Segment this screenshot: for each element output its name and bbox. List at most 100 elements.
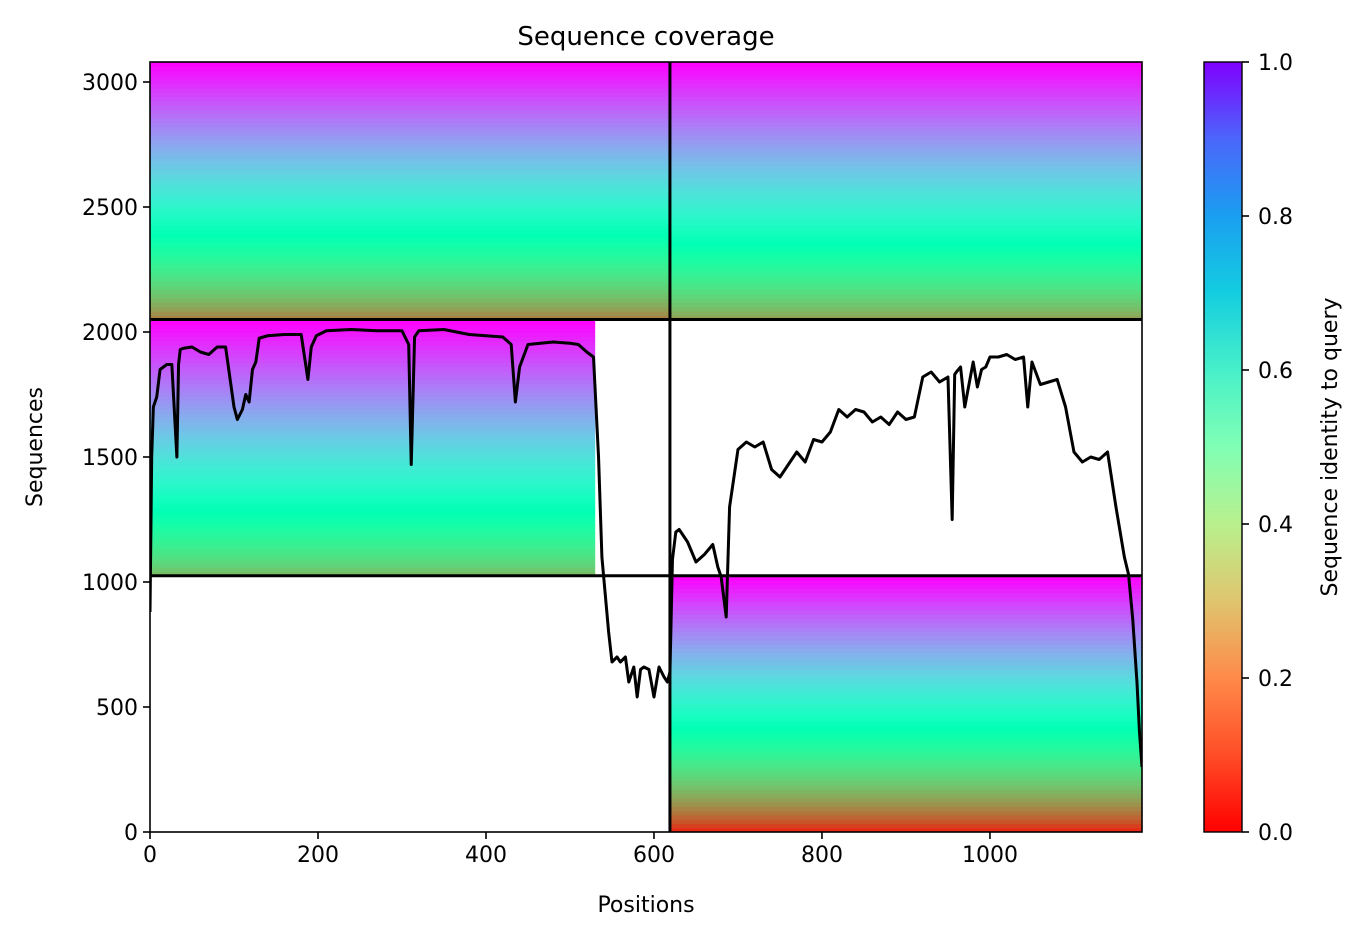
heatmap-band [669, 259, 1142, 265]
heatmap-band [150, 494, 596, 500]
heatmap-band [669, 289, 1142, 295]
heatmap-band [150, 293, 670, 299]
heatmap-band [150, 370, 596, 376]
x-axis-label: Positions [597, 893, 694, 918]
heatmap-band [150, 250, 670, 256]
heatmap-band [150, 567, 596, 573]
heatmap-band [669, 755, 1142, 760]
heatmap-band [669, 682, 1142, 688]
plot-frame [149, 61, 1143, 833]
heatmap-band [669, 83, 1142, 89]
heatmap-band [150, 430, 596, 436]
y-tick-label: 1000 [82, 571, 138, 596]
heatmap-band [150, 199, 670, 205]
heatmap-band [150, 562, 596, 568]
heatmap-band [150, 79, 670, 85]
heatmap-band [150, 190, 670, 196]
heatmap-band [150, 481, 596, 487]
heatmap-band [150, 375, 596, 380]
heatmap-band [669, 92, 1142, 97]
heatmap-band [669, 207, 1142, 213]
heatmap-band [669, 165, 1142, 170]
coverage-line [150, 328, 1142, 768]
heatmap-band [150, 130, 670, 136]
heatmap-band [669, 665, 1142, 671]
heatmap-band [150, 139, 670, 145]
heatmap-band [150, 541, 596, 547]
heatmap-band [669, 122, 1142, 127]
colorbar-tick-label: 0.8 [1258, 205, 1293, 230]
heatmap-band [669, 605, 1142, 611]
heatmap-band [150, 134, 670, 140]
heatmap-band [150, 195, 670, 200]
heatmap-band [150, 83, 670, 89]
heatmap-band [150, 366, 596, 372]
y-tick-label: 1500 [82, 446, 138, 471]
heatmap-band [150, 259, 670, 265]
heatmap-band [150, 545, 596, 551]
heatmap-band [150, 173, 670, 179]
heatmap-band [669, 190, 1142, 196]
heatmap-band [150, 357, 596, 363]
heatmap-band [150, 289, 670, 295]
x-tick-label: 600 [633, 843, 675, 868]
heatmap-band [669, 733, 1142, 739]
heatmap-band [669, 609, 1142, 615]
heatmap-band [150, 353, 596, 359]
heatmap-band [669, 588, 1142, 594]
block-dividers [150, 62, 1142, 832]
heatmap-band [150, 62, 670, 67]
heatmap-band [150, 477, 596, 483]
heatmap-band [669, 708, 1142, 714]
heatmap-band [669, 785, 1142, 790]
heatmap-band [669, 182, 1142, 188]
heatmap-band [669, 62, 1142, 67]
heatmap-band [150, 268, 670, 273]
colorbar-tick-label: 0.2 [1258, 667, 1293, 692]
heatmap-band [150, 233, 670, 239]
heatmap-band [150, 272, 670, 278]
heatmap-band [150, 285, 670, 291]
heatmap-band [669, 806, 1142, 812]
heatmap-band [150, 473, 596, 479]
heatmap-band [150, 255, 670, 261]
heatmap-band [669, 750, 1142, 756]
axes: 0 200 400 600 800 1000 0 500 1000 1500 2000 2500 300… [82, 71, 1018, 868]
heatmap-band [669, 639, 1142, 645]
heatmap-band [150, 486, 596, 491]
heatmap-band [150, 298, 670, 303]
heatmap-band [669, 70, 1142, 76]
heatmap-band [669, 789, 1142, 795]
heatmap-band [150, 362, 596, 368]
heatmap-band [150, 143, 670, 149]
heatmap-band [669, 237, 1142, 243]
heatmap-band [669, 229, 1142, 235]
heatmap-band [669, 272, 1142, 278]
heatmap-band [150, 524, 596, 530]
heatmap-band [669, 686, 1142, 692]
heatmap-band [150, 434, 596, 440]
colorbar [1203, 61, 1243, 833]
colorbar-tick-label: 0.6 [1258, 359, 1293, 384]
x-tick-label: 200 [297, 843, 339, 868]
heatmap-band [150, 160, 670, 166]
heatmap-band [150, 443, 596, 449]
heatmap-band [150, 169, 670, 175]
heatmap-band [150, 147, 670, 153]
heatmap-band [669, 648, 1142, 654]
heatmap-band [669, 793, 1142, 799]
heatmap-band [150, 456, 596, 462]
heatmap-band [150, 447, 596, 453]
heatmap-band [669, 216, 1142, 222]
heatmap-band [150, 503, 596, 509]
heatmap-band [669, 716, 1142, 722]
heatmap-band [669, 763, 1142, 769]
heatmap-band [669, 104, 1142, 110]
heatmap-band [669, 139, 1142, 145]
heatmap-band [669, 584, 1142, 590]
heatmap-band [150, 276, 670, 282]
heatmap-band [669, 622, 1142, 628]
heatmap-band [150, 515, 596, 521]
heatmap-band [150, 379, 596, 385]
